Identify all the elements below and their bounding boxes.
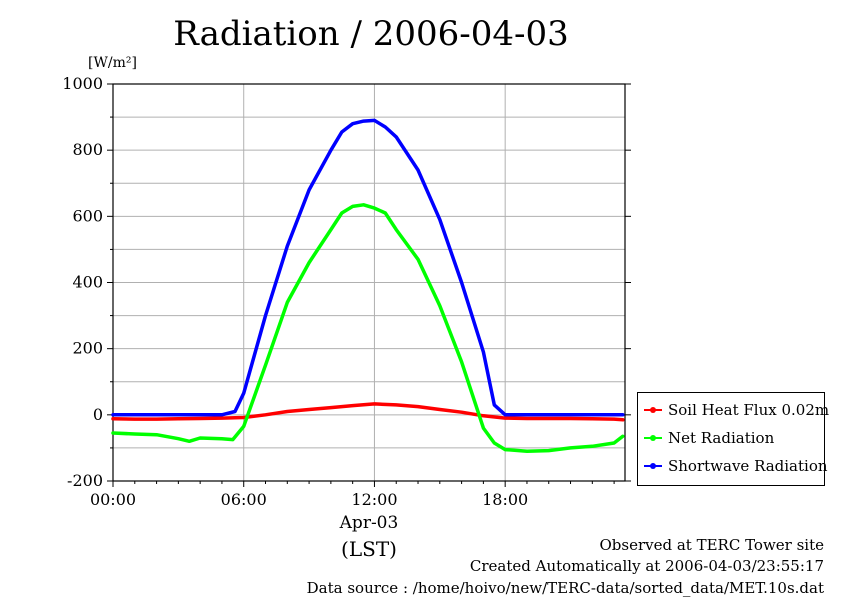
y-tick-label: 400 — [72, 273, 103, 292]
legend-swatch-red — [644, 407, 662, 413]
legend-item-net-radiation: Net Radiation — [644, 429, 774, 447]
legend: Soil Heat Flux 0.02m Net Radiation Short… — [637, 392, 829, 486]
y-axis-unit-label: [W/m²] — [88, 55, 137, 71]
legend-label: Shortwave Radiation — [668, 457, 828, 475]
y-tick-label: 1000 — [62, 74, 103, 93]
y-tick-label: 200 — [72, 339, 103, 358]
y-tick-label: 600 — [72, 206, 103, 225]
y-tick-label: 0 — [93, 405, 103, 424]
x-tick-label: 12:00 — [351, 490, 397, 509]
footer-data-source: Data source : /home/hoivo/new/TERC-data/… — [306, 579, 824, 597]
footer-created-at: Created Automatically at 2006-04-03/23:5… — [469, 557, 824, 575]
series-line-1 — [111, 203, 625, 453]
y-tick-label: 800 — [72, 140, 103, 159]
series-line-0 — [111, 402, 625, 422]
y-tick-label: -200 — [67, 471, 103, 490]
x-axis-date-label: Apr-03 — [339, 513, 399, 533]
x-tick-label: 00:00 — [90, 490, 136, 509]
series-line-2 — [111, 118, 625, 417]
legend-label: Soil Heat Flux 0.02m — [668, 401, 830, 419]
footer-observed-at: Observed at TERC Tower site — [599, 536, 824, 554]
legend-item-shortwave-radiation: Shortwave Radiation — [644, 457, 828, 475]
x-tick-label: 18:00 — [482, 490, 528, 509]
x-tick-label: 06:00 — [221, 490, 267, 509]
legend-swatch-green — [644, 435, 662, 441]
legend-item-soil-heat-flux: Soil Heat Flux 0.02m — [644, 401, 829, 419]
legend-label: Net Radiation — [668, 429, 775, 447]
x-axis-timezone-label: (LST) — [341, 537, 397, 561]
chart-title: Radiation / 2006-04-03 — [173, 14, 569, 54]
legend-swatch-blue — [644, 463, 662, 469]
